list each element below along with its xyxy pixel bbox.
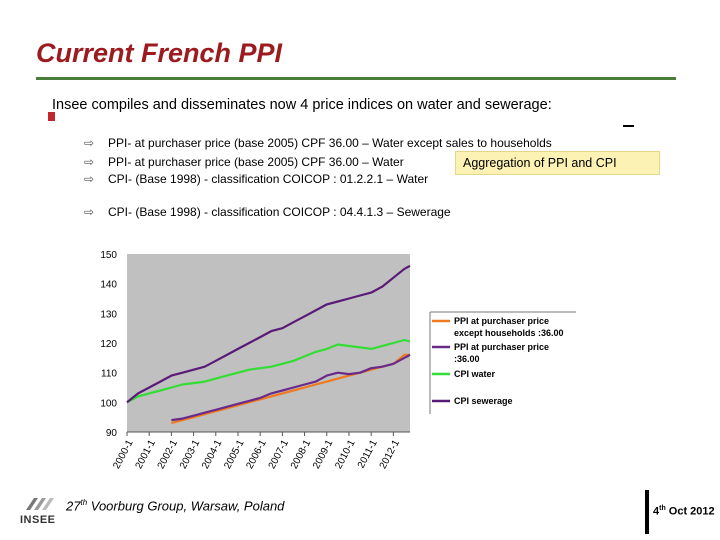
footer-event-sup: th (80, 498, 88, 507)
arrow-right-icon: ⇨ (84, 205, 95, 219)
x-tick-label: 2001-1 (134, 438, 159, 471)
sub-item-2-text: PPI- at purchaser price (base 2005) CPF … (108, 155, 404, 169)
sub-item-4: ⇨ CPI- (Base 1998) - classification COICO… (84, 205, 451, 219)
footer-divider (645, 490, 649, 534)
x-tick-label: 2004-1 (200, 438, 225, 471)
legend-label-1: except households :36.00 (454, 328, 564, 338)
x-tick-label: 2010-1 (333, 438, 358, 471)
footer-event-text: Voorburg Group, Warsaw, Poland (87, 498, 285, 514)
x-tick-label: 2008-1 (289, 438, 314, 471)
arrow-right-icon: ⇨ (84, 136, 95, 150)
x-tick-label: 2011-1 (356, 438, 380, 470)
series-line-3 (126, 338, 411, 404)
aggregation-callout: Aggregation of PPI and CPI (455, 151, 660, 175)
legend-label-4: CPI sewerage (454, 396, 513, 406)
footer-event-num: 27 (66, 498, 81, 514)
insee-logo-text: INSEE (20, 514, 56, 526)
y-tick-label: 150 (100, 250, 117, 261)
dash-mark (623, 125, 634, 127)
y-tick-label: 140 (100, 280, 117, 291)
x-tick-label: 2006-1 (244, 438, 269, 471)
series-line-2 (171, 353, 411, 422)
arrow-right-icon: ⇨ (84, 172, 95, 186)
series-line-4 (126, 264, 411, 404)
sub-item-3: ⇨ CPI- (Base 1998) - classification COICO… (84, 172, 428, 186)
legend-box (430, 312, 578, 414)
x-tick-label: 2002-1 (156, 438, 181, 471)
insee-logo-icon (26, 498, 54, 510)
sub-item-3-text: CPI- (Base 1998) - classification COICOP… (108, 172, 429, 186)
sub-item-2: ⇨ PPI- at purchaser price (base 2005) CPF… (84, 155, 404, 169)
plot-area (127, 254, 410, 432)
x-tick-label: 2009-1 (311, 438, 336, 471)
sub-item-1: ⇨ PPI- at purchaser price (base 2005) CPF… (84, 136, 552, 150)
footer-date-num: 4 (653, 505, 660, 518)
footer-event: 27th Voorburg Group, Warsaw, Poland (66, 498, 284, 513)
title-underline (36, 77, 676, 80)
x-tick-label: 2005-1 (222, 438, 247, 471)
y-tick-label: 100 (100, 398, 117, 409)
legend-label-2: :36.00 (454, 354, 480, 364)
y-tick-label: 110 (101, 369, 117, 380)
x-tick-label: 2007-1 (267, 438, 292, 471)
arrow-right-icon: ⇨ (84, 155, 95, 169)
footer-date-text: Oct 2012 (665, 505, 715, 518)
x-tick-label: 2012-1 (378, 438, 403, 471)
sub-item-4-text: CPI- (Base 1998) - classification COICOP… (108, 205, 451, 219)
legend-label-1: PPI at purchaser price (454, 316, 549, 326)
legend-label-2: PPI at purchaser price (454, 342, 549, 352)
footer-date-sup: th (659, 505, 666, 512)
y-tick-label: 120 (100, 339, 117, 350)
y-tick-label: 90 (106, 428, 118, 439)
main-bullet-text: Insee compiles and disseminates now 4 pr… (52, 97, 552, 113)
sub-item-1-text: PPI- at purchaser price (base 2005) CPF … (108, 136, 552, 150)
x-tick-label: 2000-1 (111, 438, 136, 471)
y-tick-label: 130 (100, 309, 117, 320)
footer-date: 4th Oct 2012 (653, 505, 715, 518)
legend-label-3: CPI water (454, 369, 496, 379)
bullet-square-icon (48, 112, 55, 121)
slide-title: Current French PPI (36, 38, 283, 68)
x-tick-label: 2003-1 (178, 438, 203, 471)
